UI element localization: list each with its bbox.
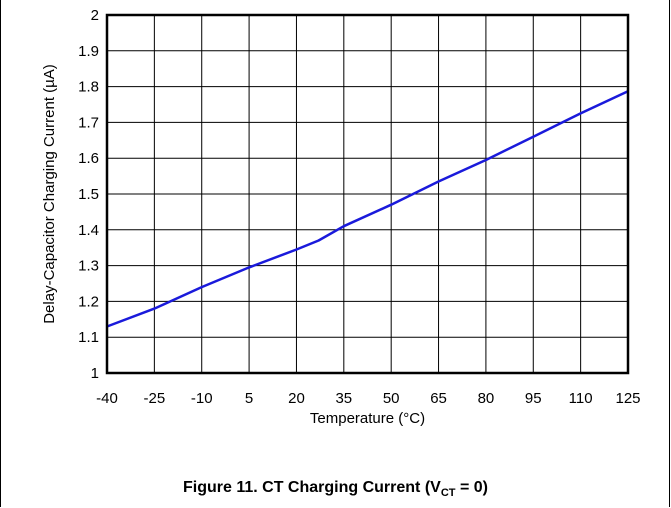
caption-prefix: Figure 11. CT Charging Current (V <box>183 479 441 496</box>
x-tick-label: -40 <box>96 390 118 407</box>
y-tick-labels: 1 1.1 1.2 1.3 1.4 1.5 1.6 1.7 1.8 1.9 2 <box>78 7 99 382</box>
plot-area <box>105 13 630 375</box>
y-tick-label: 1.5 <box>78 186 99 203</box>
grid-lines <box>106 14 629 374</box>
y-tick-label: 1.2 <box>78 293 99 310</box>
x-tick-label: 125 <box>615 390 640 407</box>
y-tick-label: 1.9 <box>78 43 99 60</box>
y-axis-label: Delay-Capacitor Charging Current (µA) <box>41 64 58 324</box>
y-tick-label: 1.4 <box>78 222 99 239</box>
y-tick-label: 1.3 <box>78 258 99 275</box>
x-axis-label: Temperature (°C) <box>310 410 425 427</box>
x-tick-label: 110 <box>569 390 593 407</box>
x-tick-label: -10 <box>191 390 213 407</box>
figure-caption: Figure 11. CT Charging Current (VCT = 0) <box>0 479 671 499</box>
x-tick-label: 50 <box>383 390 400 407</box>
x-tick-label: 65 <box>430 390 447 407</box>
y-tick-label: 1 <box>91 365 99 382</box>
x-tick-labels: -40 -25 -10 5 20 35 50 65 80 95 110 125 <box>96 390 640 407</box>
x-tick-label: 20 <box>288 390 305 407</box>
caption-suffix: = 0) <box>455 479 488 496</box>
caption-subscript: CT <box>440 487 456 500</box>
series-group <box>106 90 629 328</box>
series-line-0 <box>106 90 629 328</box>
y-tick-label: 1.6 <box>78 150 99 167</box>
x-tick-label: -25 <box>144 390 166 407</box>
x-tick-label: 80 <box>478 390 495 407</box>
y-tick-label: 1.7 <box>78 114 99 131</box>
y-tick-label: 1.8 <box>78 79 99 96</box>
x-tick-label: 35 <box>335 390 352 407</box>
y-tick-label: 1.1 <box>78 329 99 346</box>
y-tick-label: 2 <box>91 7 99 24</box>
line-chart: -40 -25 -10 5 20 35 50 65 80 95 110 125 11.11.21.31… <box>41 7 641 427</box>
x-tick-label: 95 <box>525 390 542 407</box>
x-tick-label: 5 <box>245 390 253 407</box>
